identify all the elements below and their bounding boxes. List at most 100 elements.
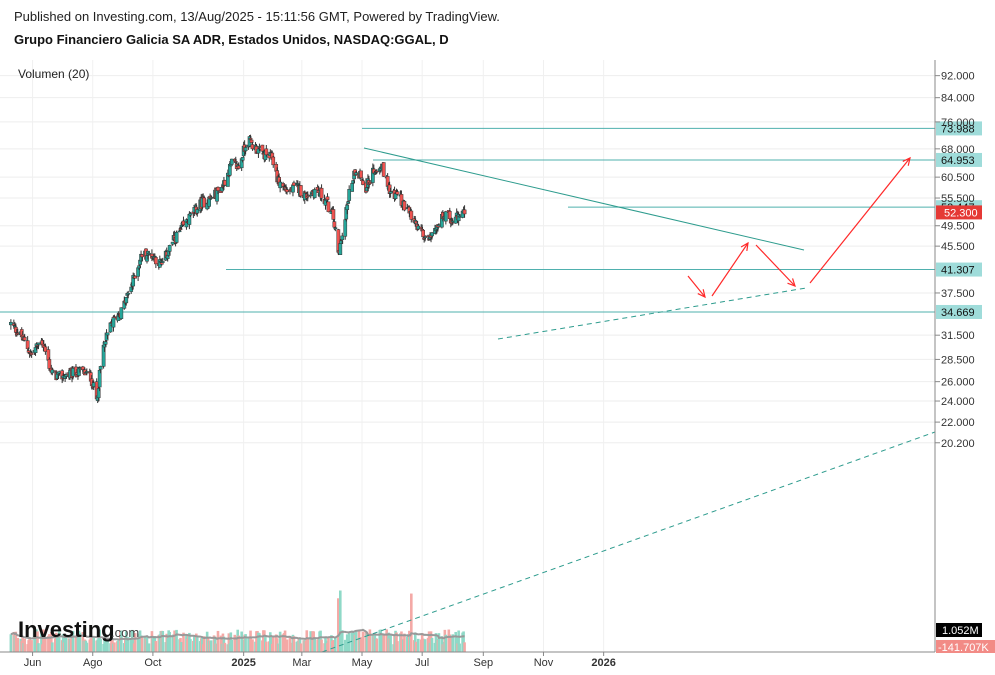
candle-body — [53, 370, 58, 372]
candle-body — [240, 157, 245, 161]
candle-body — [33, 347, 38, 353]
candle-body — [264, 148, 269, 156]
volume-change-label: -141.707K — [938, 642, 989, 654]
volume-bar — [133, 633, 137, 652]
time-axis[interactable]: Jun Ago Oct 2025 Mar May Jul Sep Nov 2026 — [24, 652, 616, 669]
volume-bar — [202, 636, 206, 652]
volume-bar — [396, 641, 399, 652]
volume-bar — [313, 637, 316, 652]
volume-bar — [379, 629, 383, 652]
last-price-label: 52.300 — [944, 207, 978, 219]
candle-body — [319, 187, 324, 199]
volume-bar — [306, 637, 310, 652]
candle-body — [430, 232, 434, 237]
candle-body — [447, 211, 452, 219]
time-tick-label: Jul — [415, 657, 429, 669]
price-tick-label: 92.000 — [941, 71, 975, 83]
candle-body — [312, 189, 317, 198]
candle-body — [226, 172, 230, 187]
projection-arrow — [687, 275, 706, 298]
candle-body — [154, 257, 158, 265]
price-tick-label: 24.000 — [941, 396, 975, 408]
candle-body — [256, 148, 261, 154]
volume-bar — [50, 631, 53, 652]
candlesticks — [9, 134, 467, 404]
volume-bar — [223, 642, 227, 652]
volume-bar — [126, 637, 130, 652]
arrow-head — [740, 241, 749, 252]
volume-bar — [106, 638, 109, 652]
candle-body — [25, 340, 30, 350]
candle-body — [119, 307, 124, 319]
candle-body — [271, 156, 276, 166]
volume-bar — [285, 639, 289, 652]
volume-bar — [403, 633, 406, 652]
arrow-head — [902, 156, 911, 166]
volume-bar — [200, 636, 204, 652]
candle-body — [350, 183, 354, 192]
arrow-head — [787, 278, 796, 287]
candle-body — [422, 237, 426, 240]
candle-body — [402, 200, 407, 211]
volume-bar — [327, 638, 330, 652]
price-tick-label: 37.500 — [941, 288, 975, 300]
volume-bar — [451, 634, 455, 652]
candle-body — [188, 213, 193, 216]
candle-body — [167, 245, 172, 252]
volume-bar — [44, 637, 47, 652]
candle-body — [368, 181, 372, 184]
volume-change-badge — [936, 640, 995, 653]
volume-bar — [145, 635, 149, 652]
time-tick-label: Sep — [474, 657, 494, 669]
level-badge — [936, 304, 982, 319]
level-badge-label: 73.988 — [941, 123, 975, 135]
volume-bar — [299, 643, 303, 652]
candle-body — [315, 187, 320, 191]
volume-bar — [249, 630, 252, 652]
volume-bar — [440, 636, 444, 652]
volume-bar — [140, 636, 144, 652]
volume-bar — [30, 640, 33, 652]
volume-bar — [9, 634, 13, 652]
price-tick-label: 45.500 — [941, 241, 975, 253]
volume-bar — [124, 631, 128, 652]
last-volume-label: 1.052M — [942, 625, 979, 637]
candle-body — [111, 317, 116, 328]
candle-body — [326, 201, 331, 213]
price-axis[interactable]: 92.000 84.000 76.000 68.000 60.500 55.500 49.5… — [935, 71, 975, 450]
volume-bar — [368, 629, 372, 652]
candle-body — [331, 209, 336, 220]
candle-body — [98, 366, 103, 370]
candle-body — [126, 292, 131, 295]
price-tick-label: 76.000 — [941, 117, 975, 129]
volume-bar — [458, 643, 461, 652]
candle-body — [249, 139, 254, 143]
candle-body — [174, 232, 179, 243]
candle-body — [351, 180, 355, 184]
candle-body — [346, 201, 351, 204]
candle-body — [347, 189, 352, 201]
volume-bar — [334, 637, 337, 652]
candle-body — [338, 243, 343, 255]
candle-body — [131, 275, 136, 287]
volume-bar — [283, 630, 287, 652]
candle-body — [202, 197, 207, 208]
price-tick-label: 68.000 — [941, 144, 975, 156]
volume-bar — [437, 633, 441, 652]
volume-bar — [423, 639, 427, 652]
volume-bar — [309, 631, 313, 652]
candle-body — [332, 221, 337, 228]
candle-body — [147, 252, 151, 255]
time-tick-label: 2025 — [231, 657, 255, 669]
volume-bar — [57, 629, 61, 652]
level-badge-label: 64.953 — [941, 155, 975, 167]
volume-bar — [85, 642, 89, 652]
volume-bar — [258, 633, 261, 652]
instrument-title: Grupo Financiero Galicia SA ADR, Estados… — [14, 32, 449, 47]
time-tick-label: Nov — [534, 657, 554, 669]
time-tick-label: Oct — [144, 657, 161, 669]
volume-bar — [227, 633, 231, 652]
candle-body — [359, 170, 363, 179]
candle-body — [35, 344, 40, 347]
